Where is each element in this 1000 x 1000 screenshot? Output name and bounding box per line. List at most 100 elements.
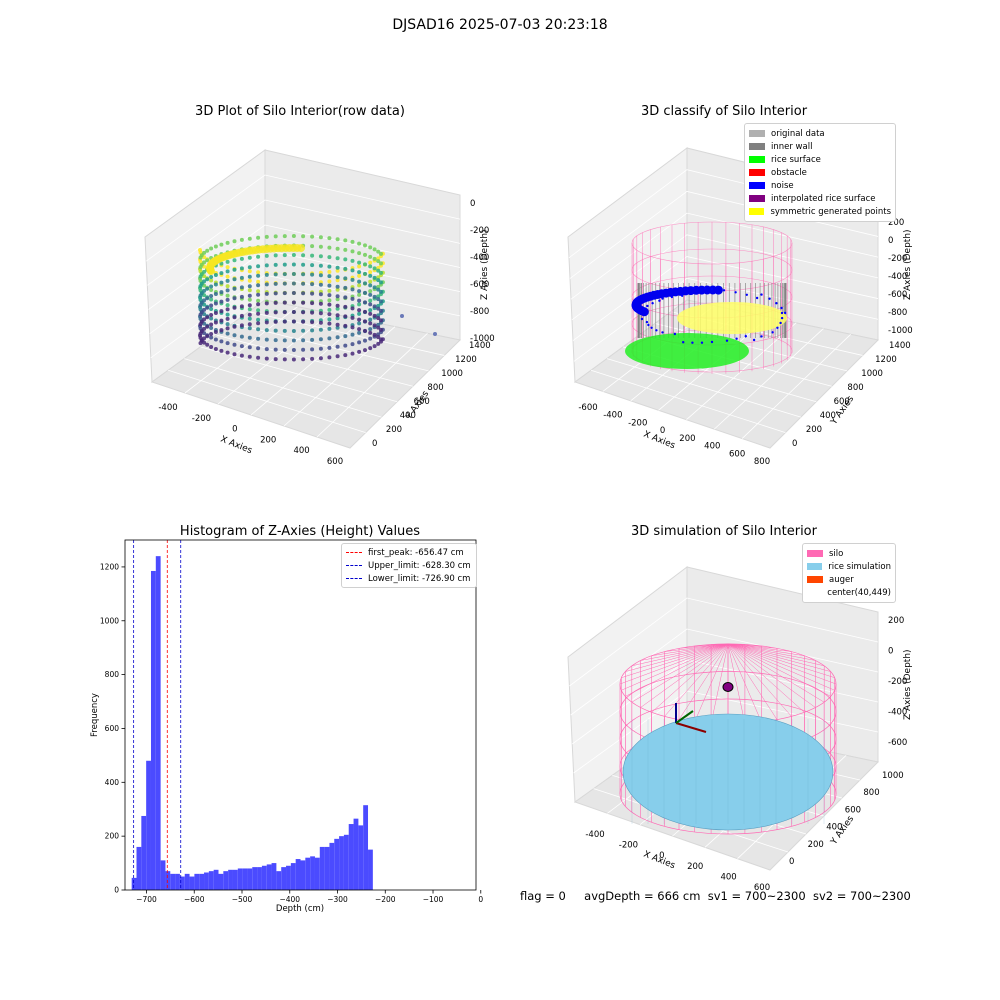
- x-tick-label: 600: [754, 883, 770, 893]
- data-point: [232, 258, 237, 263]
- data-point: [318, 254, 323, 259]
- y-tick-label: 1000: [441, 369, 463, 379]
- grid-line: [168, 369, 366, 433]
- data-point: [318, 327, 323, 332]
- data-point: [327, 336, 332, 341]
- histogram-bar: [363, 805, 369, 890]
- data-point: [376, 259, 381, 264]
- data-point: [247, 265, 252, 270]
- data-point: [264, 320, 269, 325]
- silo-roof-wire: [664, 643, 729, 652]
- silo-roof-wire: [727, 643, 837, 685]
- data-point: [225, 316, 230, 321]
- silo-roof-wire: [727, 643, 816, 661]
- data-point: [372, 294, 377, 299]
- data-point: [363, 243, 367, 248]
- x-tick-label: -400: [603, 411, 622, 421]
- data-point: [379, 308, 383, 313]
- status-flag: flag = 0: [520, 889, 566, 903]
- histogram-bar: [213, 869, 219, 890]
- data-point: [335, 322, 340, 327]
- z-tick-label: -200: [888, 254, 907, 264]
- data-point: [219, 271, 224, 276]
- data-point: [357, 330, 362, 335]
- data-point: [357, 283, 362, 288]
- data-point: [247, 269, 252, 274]
- histogram-bar: [310, 856, 315, 890]
- histogram-bar: [131, 877, 137, 890]
- data-point: [318, 301, 323, 306]
- data-point: [400, 314, 404, 318]
- legend-label: obstacle: [771, 167, 807, 178]
- legend-label: auger: [829, 574, 854, 585]
- data-point: [368, 289, 373, 294]
- data-point: [335, 278, 340, 283]
- noise-point: [703, 287, 707, 290]
- z-tick-label: -1000: [888, 326, 913, 336]
- y-tick-label: 800: [863, 788, 879, 798]
- data-point: [264, 291, 269, 296]
- data-point: [219, 339, 224, 344]
- y-tick-label: 1000: [882, 771, 904, 781]
- data-point: [256, 283, 261, 288]
- noise-point: [744, 335, 747, 338]
- data-point: [318, 273, 323, 278]
- data-point: [256, 254, 261, 259]
- data-point: [335, 303, 340, 308]
- data-point: [209, 313, 214, 317]
- noise-point: [651, 302, 654, 305]
- legend-label: Upper_limit: -628.30 cm: [368, 560, 471, 571]
- data-point: [247, 312, 252, 317]
- data-point: [335, 297, 340, 302]
- x-tick-label: −400: [279, 895, 300, 904]
- data-point: [379, 327, 383, 332]
- histogram-bar: [339, 836, 344, 890]
- silo-roof-wire: [727, 643, 746, 724]
- data-point: [318, 320, 323, 325]
- y-tick-label: 600: [834, 397, 850, 407]
- y-tick-label: 400: [400, 411, 416, 421]
- data-point: [335, 246, 340, 251]
- histogram-bar: [343, 834, 349, 890]
- legend-swatch: [749, 143, 765, 150]
- silo-roof-wire: [631, 643, 729, 703]
- noise-point: [713, 285, 723, 295]
- data-point: [202, 298, 207, 303]
- data-point: [219, 348, 224, 353]
- legend-swatch: [807, 589, 821, 596]
- data-point: [357, 302, 362, 307]
- data-point: [225, 326, 230, 331]
- legend-label: symmetric generated points: [770, 206, 891, 217]
- data-point: [327, 312, 332, 317]
- data-point: [273, 272, 278, 277]
- silo-roof-wire: [727, 643, 831, 672]
- data-point: [213, 347, 218, 351]
- legend-label: first_peak: -656.47 cm: [368, 547, 464, 558]
- data-point: [239, 256, 244, 261]
- grid-line: [145, 174, 461, 262]
- data-point: [343, 285, 348, 290]
- y-tick-label: 1200: [100, 562, 119, 571]
- z-axis-label: Z Axies (Depth): [903, 229, 913, 300]
- data-point: [239, 344, 244, 349]
- silo-roof-wire: [640, 643, 729, 708]
- data-point: [209, 246, 214, 251]
- y-tick-label: 1400: [469, 341, 491, 351]
- data-point: [232, 352, 237, 357]
- data-point: [350, 277, 355, 282]
- z-axis-label: Z Axies (Depth): [480, 229, 490, 300]
- data-point: [232, 333, 237, 338]
- legend-swatch: [346, 565, 362, 566]
- noise-point: [734, 291, 737, 294]
- noise-point: [645, 320, 649, 324]
- status-sv1: sv1 = 700~2300: [707, 889, 806, 903]
- histogram-bar: [300, 860, 306, 890]
- data-point: [335, 294, 340, 299]
- data-point: [327, 283, 332, 288]
- data-point: [310, 272, 315, 277]
- data-point: [264, 234, 269, 239]
- data-point: [291, 310, 296, 314]
- data-point: [273, 262, 278, 267]
- figure-suptitle: DJSAD16 2025-07-03 20:23:18: [392, 17, 608, 33]
- data-point: [357, 311, 362, 316]
